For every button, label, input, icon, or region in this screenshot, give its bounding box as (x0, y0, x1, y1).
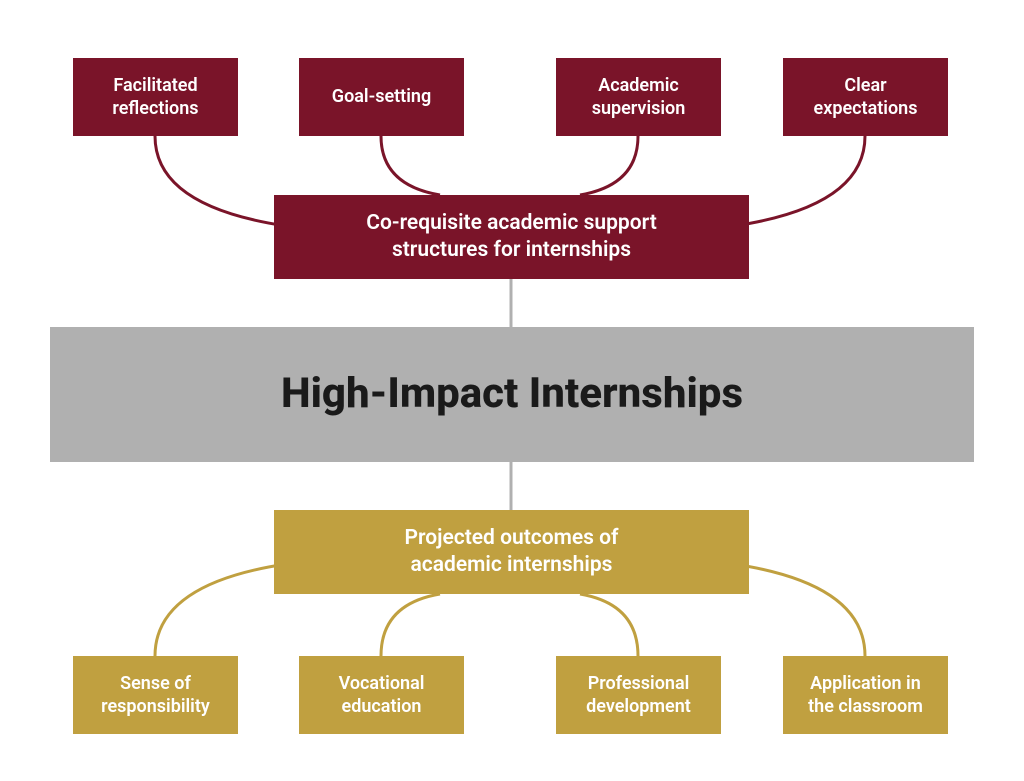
box-label: Academicsupervision (592, 74, 686, 121)
box-center-title: High-Impact Internships (50, 327, 974, 462)
box-label: Professionaldevelopment (586, 672, 691, 719)
box-label: Facilitatedreflections (112, 74, 198, 121)
box-projected-outcomes: Projected outcomes ofacademic internship… (274, 510, 749, 594)
box-support-structures: Co-requisite academic supportstructures … (274, 195, 749, 279)
box-label: Application inthe classroom (808, 672, 923, 719)
box-professional-development: Professionaldevelopment (556, 656, 721, 734)
box-label: Projected outcomes ofacademic internship… (404, 525, 618, 580)
box-vocational-education: Vocationaleducation (299, 656, 464, 734)
high-impact-internships-diagram: Facilitatedreflections Goal-setting Acad… (0, 0, 1024, 781)
box-goal-setting: Goal-setting (299, 58, 464, 136)
box-clear-expectations: Clearexpectations (783, 58, 948, 136)
box-label: Sense ofresponsibility (101, 672, 210, 719)
box-facilitated-reflections: Facilitatedreflections (73, 58, 238, 136)
box-academic-supervision: Academicsupervision (556, 58, 721, 136)
box-label: Co-requisite academic supportstructures … (366, 210, 657, 265)
box-label: Clearexpectations (814, 74, 918, 121)
box-sense-responsibility: Sense ofresponsibility (73, 656, 238, 734)
box-label: Vocationaleducation (339, 672, 425, 719)
box-label: Goal-setting (332, 85, 431, 108)
box-label: High-Impact Internships (281, 367, 743, 422)
box-application-classroom: Application inthe classroom (783, 656, 948, 734)
